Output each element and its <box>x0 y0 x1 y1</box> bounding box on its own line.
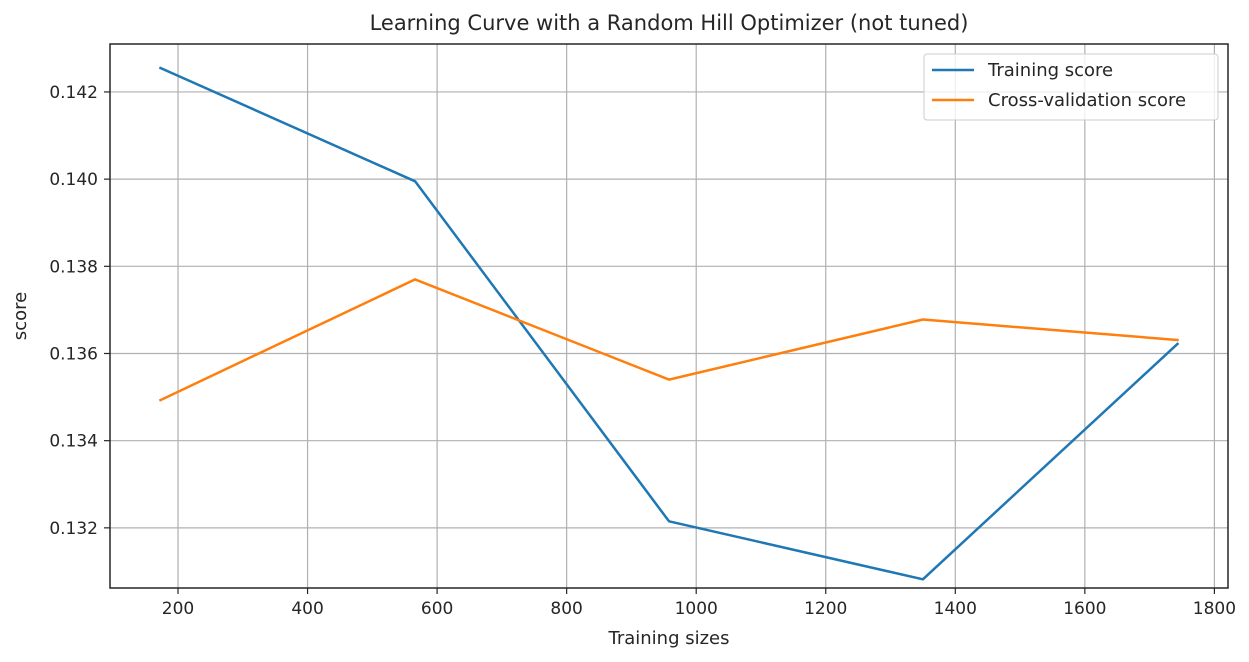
series-line-1 <box>158 278 1179 402</box>
x-tick-label: 1400 <box>934 599 977 619</box>
series-line-0 <box>158 66 1180 581</box>
y-tick-label: 0.132 <box>49 519 98 539</box>
x-tick-label: 200 <box>162 599 194 619</box>
legend-label-cross-validation: Cross-validation score <box>988 90 1186 111</box>
y-tick-label: 0.138 <box>49 257 98 277</box>
x-tick-label: 800 <box>550 599 582 619</box>
y-tick-label: 0.140 <box>49 170 98 190</box>
y-axis-label: score <box>10 292 31 340</box>
grid-lines <box>110 44 1228 588</box>
plot-frame <box>109 43 1229 589</box>
x-axis-label: Training sizes <box>607 628 729 649</box>
y-tick-label: 0.136 <box>49 344 98 364</box>
x-tick-label: 1000 <box>675 599 718 619</box>
y-tick-label: 0.134 <box>49 432 98 452</box>
x-tick-label: 1200 <box>804 599 847 619</box>
x-tick-label: 400 <box>291 599 323 619</box>
x-axis-ticks: 200 400 600 800 1000 1200 1400 1600 1800 <box>162 588 1236 619</box>
x-tick-label: 600 <box>421 599 453 619</box>
x-tick-label: 1600 <box>1063 599 1106 619</box>
legend-label-training: Training score <box>987 60 1113 81</box>
legend-box <box>923 53 1219 121</box>
legend: Training score Cross-validation score <box>923 53 1219 121</box>
series-lines <box>158 66 1180 581</box>
chart-title: Learning Curve with a Random Hill Optimi… <box>370 11 969 35</box>
y-axis-ticks: 0.132 0.134 0.136 0.138 0.140 0.142 <box>49 83 110 539</box>
y-tick-label: 0.142 <box>49 83 98 103</box>
x-tick-label: 1800 <box>1193 599 1236 619</box>
